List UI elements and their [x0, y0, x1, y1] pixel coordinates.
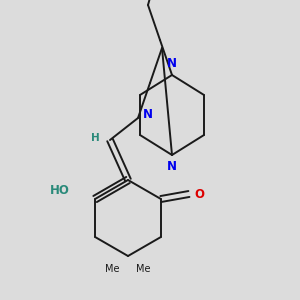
Text: N: N [167, 160, 177, 173]
Text: HO: HO [50, 184, 70, 197]
Text: Me: Me [136, 264, 151, 274]
Text: H: H [91, 133, 100, 143]
Text: N: N [167, 57, 177, 70]
Text: N: N [143, 107, 153, 121]
Text: O: O [194, 188, 204, 200]
Text: Me: Me [106, 264, 120, 274]
